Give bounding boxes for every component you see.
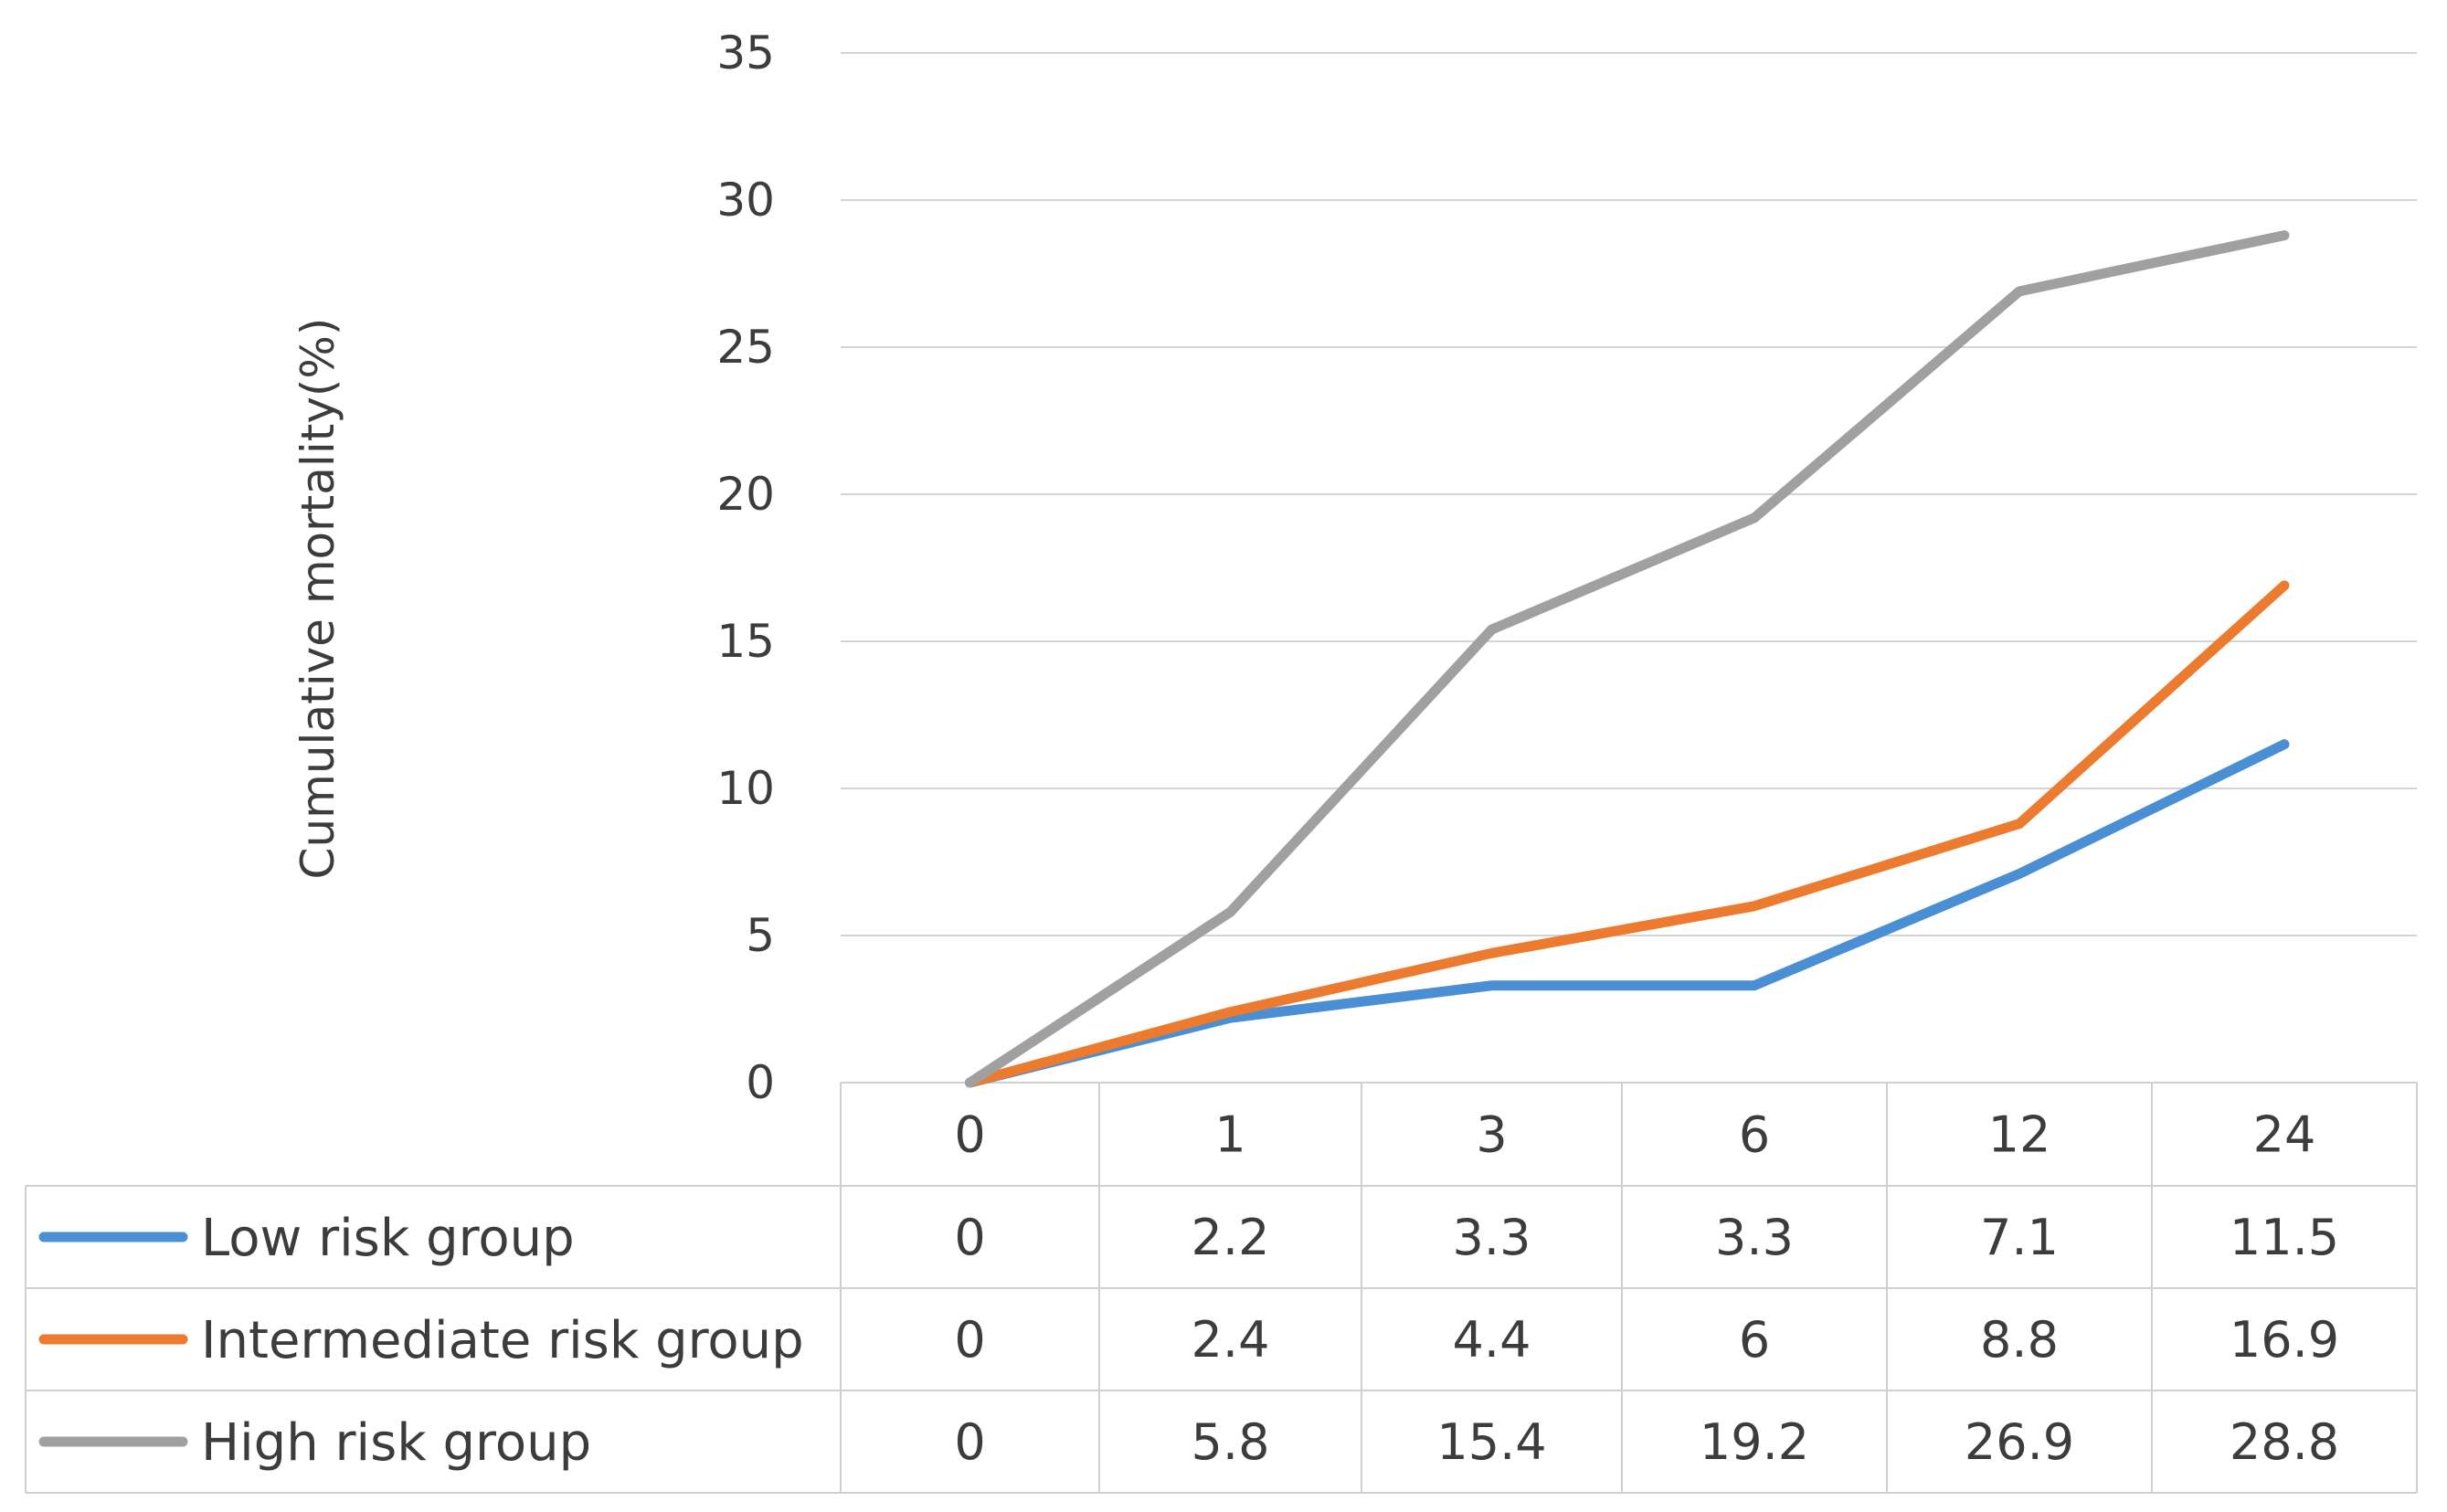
data-table: 0 1 3 6 12 24 Low risk group 0 2.2 3.3 3.3 7.1 11.5 I… [25, 1082, 2418, 1494]
y-tick-label: 0 [746, 1056, 775, 1109]
data-label: 4.4 [1453, 1311, 1531, 1369]
series-line [965, 580, 2290, 1088]
y-tick-label: 15 [716, 615, 775, 668]
y-tick-label: 10 [716, 762, 775, 815]
x-category-label: 24 [2253, 1106, 2316, 1164]
data-label: 0 [954, 1209, 985, 1266]
series-lines [965, 230, 2290, 1088]
y-tick-label: 20 [716, 468, 775, 521]
gridlines [841, 52, 2417, 936]
legend-label: Low risk group [201, 1209, 575, 1268]
y-tick-label: 30 [716, 174, 775, 227]
data-label: 16.9 [2230, 1311, 2339, 1369]
y-axis-title: Cumulative mortality(%) [291, 318, 344, 880]
x-category-label: 12 [1988, 1106, 2051, 1164]
data-label: 15.4 [1436, 1413, 1546, 1471]
series-line [965, 230, 2290, 1088]
x-category-label: 0 [954, 1106, 985, 1164]
data-label: 8.8 [1980, 1311, 2059, 1369]
y-tick-label: 25 [716, 321, 775, 374]
y-tick-label: 35 [716, 26, 775, 79]
data-label: 19.2 [1700, 1413, 1809, 1471]
x-category-label: 1 [1214, 1106, 1245, 1164]
y-axis-ticks: 0 5 10 15 20 25 30 35 [716, 26, 775, 1109]
data-label: 0 [954, 1413, 985, 1471]
data-label: 6 [1739, 1311, 1770, 1369]
data-label: 28.8 [2230, 1413, 2339, 1471]
legend-label: Intermediate risk group [201, 1311, 804, 1370]
data-label: 3.3 [1453, 1209, 1531, 1266]
data-label: 26.9 [1965, 1413, 2074, 1471]
data-label: 3.3 [1715, 1209, 1794, 1266]
data-label: 0 [954, 1311, 985, 1369]
data-label: 2.4 [1192, 1311, 1270, 1369]
x-category-label: 3 [1476, 1106, 1507, 1164]
data-label: 5.8 [1192, 1413, 1270, 1471]
x-category-label: 6 [1739, 1106, 1770, 1164]
data-label: 7.1 [1980, 1209, 2059, 1266]
y-tick-label: 5 [746, 909, 775, 962]
legend-label: High risk group [201, 1413, 591, 1473]
data-label: 2.2 [1192, 1209, 1270, 1266]
data-label: 11.5 [2230, 1209, 2339, 1266]
